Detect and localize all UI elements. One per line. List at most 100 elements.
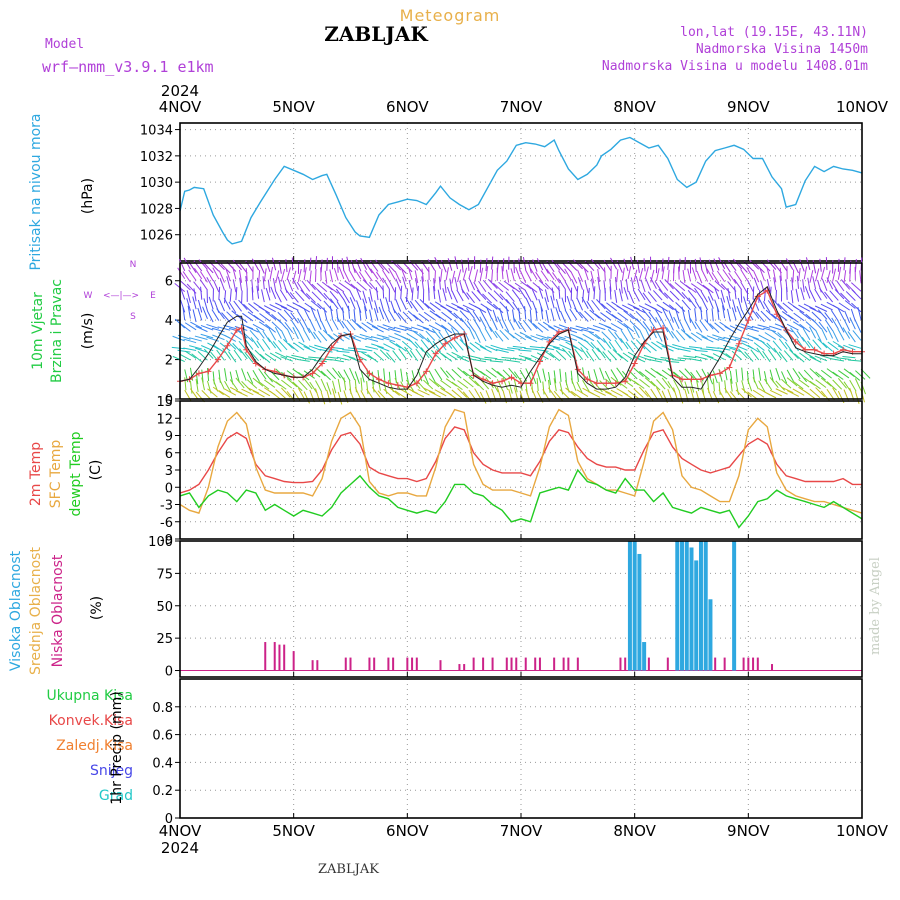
wind-barb — [661, 266, 665, 280]
wind-barb — [582, 333, 595, 342]
wind-barb — [428, 378, 440, 388]
bottom-time-label: 4NOV — [159, 822, 202, 840]
wind-barb — [361, 322, 373, 331]
low-cloud-bar — [515, 657, 518, 671]
wind-barb — [849, 371, 861, 381]
wind-barb — [449, 278, 453, 292]
wind-barb — [615, 277, 618, 291]
wind-barb — [336, 309, 339, 323]
wind-barb — [848, 359, 862, 362]
wind-barb — [457, 269, 462, 283]
wind-barb — [680, 329, 691, 339]
wind-barb — [218, 286, 221, 300]
wind-barb — [667, 381, 676, 393]
wind-barb — [188, 269, 197, 281]
wind-speed-marker — [432, 350, 439, 357]
wind-barb — [790, 327, 799, 339]
wind-barb — [226, 276, 231, 289]
wind-barb — [673, 387, 678, 401]
wind-barb — [604, 370, 612, 383]
wind-barb — [252, 390, 265, 398]
low-cloud-bar — [463, 664, 466, 671]
low-cloud-bar — [505, 657, 508, 671]
wind-barb — [230, 332, 242, 341]
wind-barb — [456, 356, 470, 363]
wind-barb — [625, 278, 629, 292]
wind-barb — [198, 259, 208, 270]
wind-barb — [308, 327, 316, 340]
wind-barb — [855, 370, 866, 380]
wind-barb — [485, 345, 498, 352]
wind-barb — [691, 267, 697, 280]
wind-barb — [189, 367, 194, 381]
wind-barb — [347, 305, 351, 319]
wind-barb — [850, 282, 862, 292]
wind-barb — [249, 330, 259, 341]
wind-barb — [849, 268, 851, 282]
wind-barb — [408, 279, 413, 293]
wind-barb — [826, 277, 834, 290]
dewpt-line — [179, 468, 863, 529]
wind-barb — [439, 268, 443, 282]
wind-barb — [462, 378, 474, 388]
wind-barb — [737, 348, 748, 359]
wind-barb — [831, 281, 839, 293]
wind-barb — [750, 349, 760, 361]
wind-barb — [735, 369, 738, 383]
wind-barb — [758, 334, 771, 342]
wind-barb — [360, 351, 373, 360]
wind-barb — [406, 333, 419, 341]
wind-barb — [514, 332, 527, 341]
wind-barb — [571, 279, 578, 292]
wind-barb — [820, 369, 832, 379]
wind-barb — [186, 290, 191, 303]
wind-barb — [541, 261, 549, 274]
wind-barb — [285, 355, 299, 361]
wind-barb — [314, 344, 327, 350]
wind-barb — [597, 261, 606, 273]
wind-barb — [192, 309, 197, 323]
wind-barb — [798, 379, 810, 388]
wind-barb — [724, 380, 727, 394]
wind-barb — [399, 325, 413, 330]
wind-barb — [195, 325, 208, 333]
wind-barb — [674, 282, 686, 292]
wind-barb — [746, 378, 753, 392]
wind-barb — [323, 292, 333, 304]
wind-barb — [172, 335, 185, 342]
wind-barb — [565, 387, 576, 397]
wind-barb — [377, 345, 390, 352]
wind-barb — [197, 350, 208, 361]
wind-speed-marker — [309, 370, 316, 377]
wind-barb — [400, 297, 407, 311]
wind-barb — [183, 338, 197, 344]
wind-barb — [239, 348, 248, 360]
wind-barb — [218, 270, 225, 283]
wind-barb — [779, 267, 782, 281]
wind-barb — [270, 286, 277, 300]
wind-barb — [449, 341, 458, 353]
wind-barb — [375, 279, 385, 291]
wind-barb — [667, 318, 674, 331]
wind-barb — [760, 310, 771, 321]
y-tick-label: 9 — [165, 430, 173, 445]
wind-barb — [547, 336, 560, 341]
wind-barb — [827, 341, 839, 351]
wind-barb — [824, 312, 834, 324]
wind-barb — [487, 291, 498, 302]
wind-barb — [371, 371, 375, 385]
low-cloud-bar — [278, 644, 281, 671]
wind-barb — [200, 333, 214, 339]
top-time-label: 10NOV — [836, 98, 889, 116]
wind-barb — [238, 299, 248, 311]
wind-speed-marker — [413, 380, 420, 387]
high-cloud-bar — [675, 541, 680, 671]
clouds-panel: 0 25 50 75 100 — [148, 535, 863, 680]
wind-barb — [400, 388, 413, 397]
wind-barb — [552, 272, 561, 284]
wind-barb — [633, 326, 640, 339]
wind-barb — [735, 381, 740, 395]
wind-barb — [409, 300, 419, 312]
wind-barb — [592, 324, 606, 331]
wind-barb — [576, 389, 589, 397]
